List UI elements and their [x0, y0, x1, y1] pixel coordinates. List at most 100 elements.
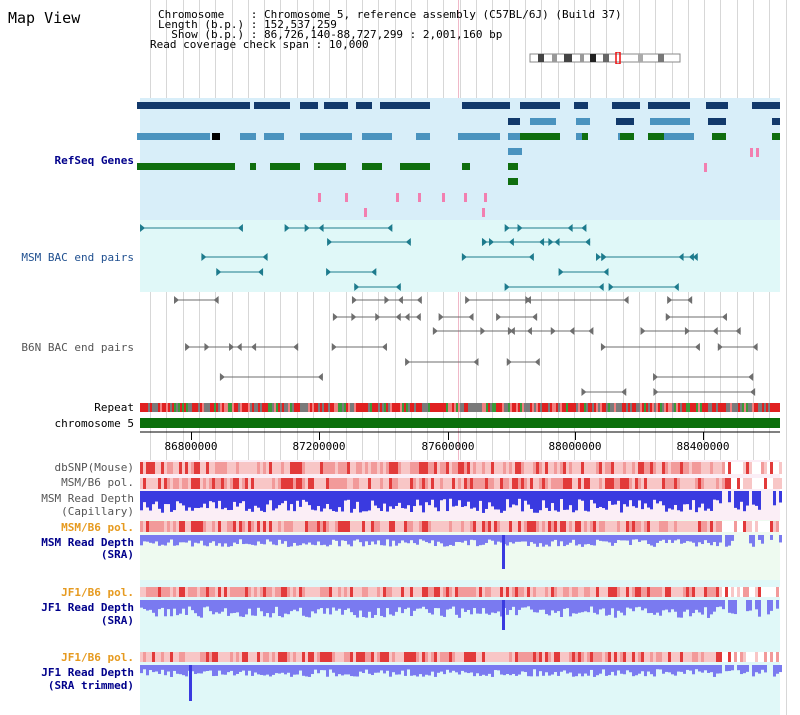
polymorphism-segment	[671, 652, 674, 662]
read-depth-bar	[350, 535, 353, 547]
polymorphism-segment	[716, 587, 719, 597]
polymorphism-segment	[341, 478, 344, 489]
polymorphism-segment	[398, 521, 401, 532]
polymorphism-segment	[287, 652, 290, 662]
label-dbsnp[interactable]: dbSNP(Mouse)	[54, 461, 134, 474]
polymorphism-segment	[521, 652, 524, 662]
read-depth-bar	[464, 535, 467, 541]
read-depth-bar	[617, 600, 620, 611]
refseq-pink-mark	[756, 148, 759, 157]
polymorphism-segment	[734, 521, 737, 532]
polymorphism-segment	[149, 652, 152, 662]
repeat-segment	[776, 403, 778, 412]
repeat-segment	[536, 403, 538, 412]
polymorphism-segment	[368, 521, 371, 532]
label-jf1-trim-1[interactable]: JF1 Read Depth	[41, 666, 134, 679]
read-depth-bar	[605, 600, 608, 616]
polymorphism-segment	[179, 652, 182, 662]
polymorphism-segment	[602, 462, 605, 474]
grid-line	[590, 0, 591, 715]
polymorphism-segment	[728, 587, 731, 597]
read-depth-bar	[377, 665, 380, 673]
read-depth-bar	[212, 665, 215, 677]
label-refseq-genes[interactable]: RefSeq Genes	[54, 154, 134, 167]
repeat-segment	[580, 403, 582, 412]
repeat-segment	[320, 403, 322, 412]
polymorphism-segment	[671, 478, 674, 489]
read-depth-bar	[530, 600, 533, 610]
polymorphism-segment	[338, 478, 341, 489]
label-jf1-b6-pol-1[interactable]: JF1/B6 pol.	[61, 586, 134, 599]
polymorphism-segment	[719, 478, 722, 489]
polymorphism-segment	[395, 652, 398, 662]
repeat-segment	[374, 403, 376, 412]
polymorphism-segment	[359, 478, 362, 489]
repeat-segment	[740, 403, 742, 412]
read-depth-bar	[716, 665, 719, 674]
label-msm-b6-pol-2[interactable]: MSM/B6 pol.	[61, 521, 134, 534]
polymorphism-segment	[470, 652, 473, 662]
polymorphism-segment	[503, 521, 506, 532]
gene-exon	[530, 118, 556, 125]
repeat-segment	[690, 403, 692, 412]
polymorphism-segment	[635, 478, 638, 489]
label-b6n-bac[interactable]: B6N BAC end pairs	[21, 341, 134, 354]
read-depth-bar	[479, 600, 482, 614]
polymorphism-segment	[167, 587, 170, 597]
repeat-segment	[658, 403, 660, 412]
polymorphism-segment	[188, 521, 191, 532]
polymorphism-segment	[371, 521, 374, 532]
repeat-segment	[654, 403, 656, 412]
polymorphism-segment	[665, 521, 668, 532]
read-depth-bar	[473, 491, 476, 508]
label-jf1-depth-1[interactable]: JF1 Read Depth	[41, 601, 134, 614]
polymorphism-segment	[161, 652, 164, 662]
polymorphism-segment	[527, 652, 530, 662]
label-jf1-b6-pol-2[interactable]: JF1/B6 pol.	[61, 651, 134, 664]
read-depth-bar	[545, 535, 548, 545]
repeat-segment	[596, 403, 598, 412]
polymorphism-segment	[563, 587, 566, 597]
read-depth-bar	[731, 535, 734, 541]
polymorphism-segment	[272, 652, 275, 662]
polymorphism-segment	[644, 652, 647, 662]
repeat-segment	[334, 403, 336, 412]
read-depth-bar	[305, 491, 308, 502]
read-depth-bar	[467, 491, 470, 502]
label-msm-sra-1[interactable]: MSM Read Depth	[41, 536, 134, 549]
read-depth-bar	[467, 535, 470, 546]
label-msm-capillary-1[interactable]: MSM Read Depth	[41, 492, 134, 505]
chromosome-ideogram[interactable]	[528, 52, 684, 64]
polymorphism-segment	[773, 587, 776, 597]
read-depth-bar	[242, 600, 245, 617]
repeat-segment	[230, 403, 232, 412]
read-depth-bar	[308, 600, 311, 618]
polymorphism-segment	[155, 587, 158, 597]
polymorphism-segment	[548, 521, 551, 532]
repeat-segment	[282, 403, 284, 412]
polymorphism-segment	[428, 462, 431, 474]
read-depth-bar	[590, 600, 593, 607]
read-depth-bar	[434, 491, 437, 508]
read-depth-bar	[149, 491, 152, 511]
refseq-pink-mark	[750, 148, 753, 157]
repeat-segment	[158, 403, 160, 412]
polymorphism-segment	[650, 478, 653, 489]
label-msm-bac[interactable]: MSM BAC end pairs	[21, 251, 134, 264]
gene-exon	[137, 133, 210, 140]
polymorphism-segment	[371, 652, 374, 662]
polymorphism-segment	[704, 478, 707, 489]
polymorphism-segment	[212, 587, 215, 597]
grid-line	[786, 0, 787, 715]
polymorphism-segment	[458, 478, 461, 489]
read-depth-bar	[236, 535, 239, 544]
gene-exon	[212, 133, 220, 140]
read-depth-bar	[557, 600, 560, 612]
read-depth-bar	[206, 491, 209, 509]
polymorphism-segment	[716, 478, 719, 489]
read-depth-bar	[272, 600, 275, 614]
label-repeat[interactable]: Repeat	[94, 401, 134, 414]
label-msm-b6-pol[interactable]: MSM/B6 pol.	[61, 476, 134, 489]
label-chromosome[interactable]: chromosome 5	[54, 417, 134, 430]
